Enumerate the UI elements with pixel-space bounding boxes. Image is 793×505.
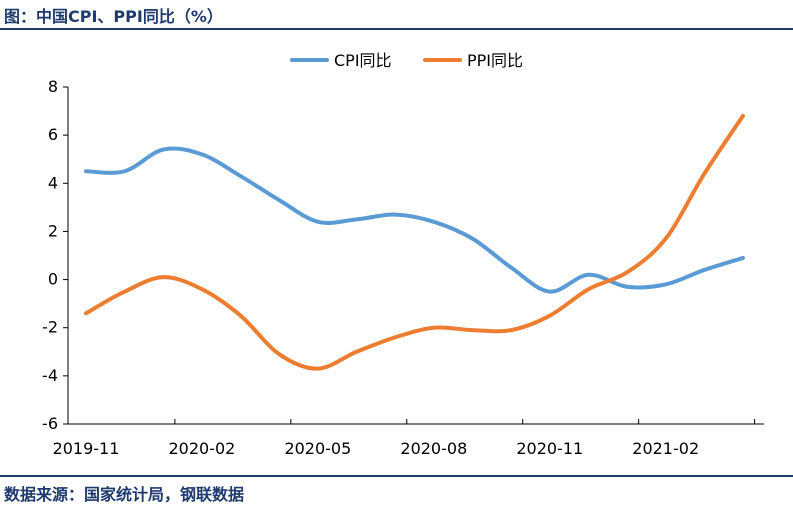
source-divider [0, 475, 793, 477]
x-tick-label: 2019-11 [53, 439, 120, 458]
legend-label-cpi: CPI同比 [334, 51, 392, 70]
y-tick-label: 0 [48, 270, 58, 289]
x-tick-label: 2020-02 [169, 439, 236, 458]
x-tick-label: 2020-08 [400, 439, 467, 458]
chart-title: 图：中国CPI、PPI同比（%） [4, 7, 223, 26]
y-tick-label: -6 [42, 414, 58, 433]
x-tick-label: 2020-05 [284, 439, 351, 458]
chart-series [84, 113, 745, 371]
cpi-series-line [84, 146, 745, 294]
x-tick-label: 2021-02 [632, 439, 699, 458]
y-tick-label: -4 [42, 366, 58, 385]
y-tick-label: 8 [48, 77, 58, 96]
line-chart: 8 6 4 2 0 -2 -4 -6 2019-11 2020-02 2020-05 2020-08 2… [42, 51, 764, 458]
y-tick-label: 4 [48, 173, 58, 192]
title-divider [0, 28, 793, 30]
chart-axes: 8 6 4 2 0 -2 -4 -6 2019-11 2020-02 2020-05 2020-08 2… [42, 77, 764, 458]
ppi-series-line [84, 113, 745, 371]
y-tick-label: 2 [48, 221, 58, 240]
chart-legend: CPI同比 PPI同比 [290, 51, 523, 70]
y-tick-label: -2 [42, 318, 58, 337]
y-tick-label: 6 [48, 125, 58, 144]
x-tick-label: 2020-11 [516, 439, 583, 458]
legend-label-ppi: PPI同比 [467, 51, 523, 70]
data-source: 数据来源：国家统计局，钢联数据 [4, 485, 245, 504]
